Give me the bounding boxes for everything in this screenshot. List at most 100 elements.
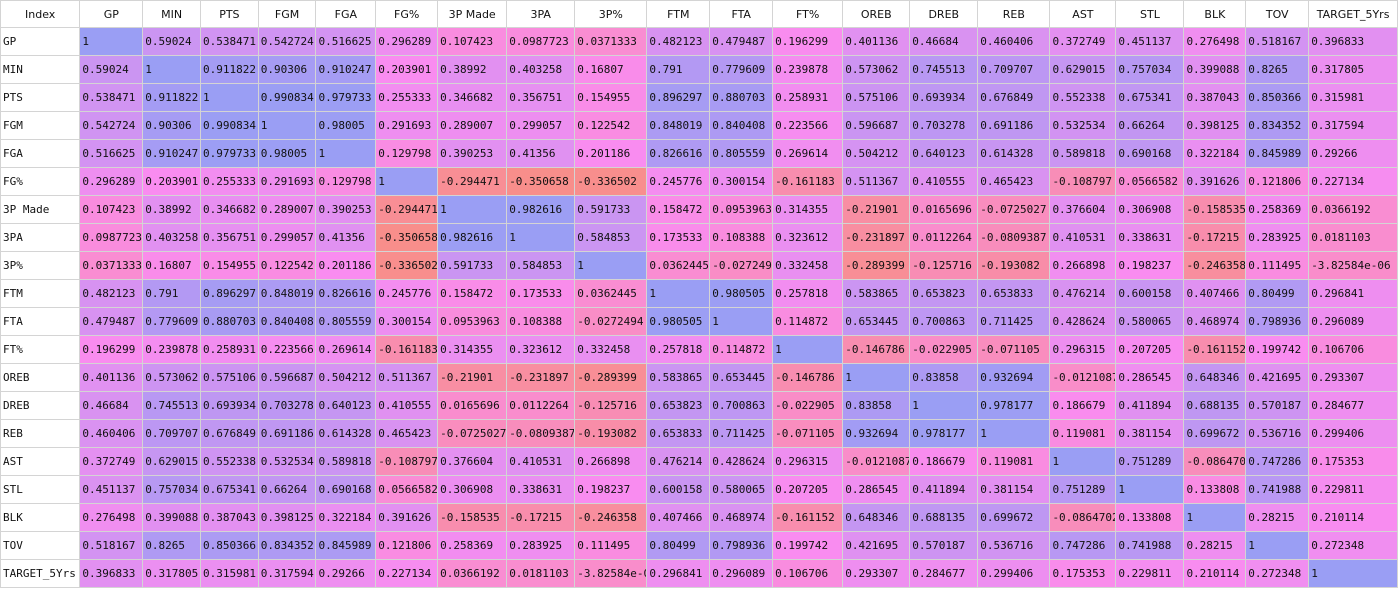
column-header-index[interactable]: Index [0, 0, 81, 28]
table-cell[interactable]: 0.284677 [909, 559, 979, 588]
table-cell[interactable]: 0.840408 [257, 307, 317, 336]
table-cell[interactable]: 0.29266 [315, 559, 377, 588]
table-cell[interactable]: 0.653445 [709, 363, 774, 392]
table-cell[interactable]: 0.479487 [709, 27, 774, 56]
table-cell[interactable]: 0.381154 [1115, 419, 1185, 448]
table-cell[interactable]: 0.629015 [142, 447, 201, 476]
column-header-reb[interactable]: REB [977, 0, 1051, 28]
table-cell[interactable]: 0.779609 [709, 55, 774, 84]
table-cell[interactable]: 0.741988 [1115, 531, 1185, 560]
table-cell[interactable]: 0.703278 [909, 111, 979, 140]
table-cell[interactable]: 0.299406 [977, 559, 1051, 588]
table-cell[interactable]: 0.227134 [1308, 167, 1398, 196]
table-cell[interactable]: 0.391626 [1183, 167, 1247, 196]
table-cell[interactable]: 0.154955 [200, 251, 259, 280]
table-cell[interactable]: 0.158472 [437, 279, 508, 308]
table-cell[interactable]: 0.711425 [709, 419, 774, 448]
column-header-ast[interactable]: AST [1049, 0, 1117, 28]
table-cell[interactable]: 1 [257, 111, 317, 140]
table-cell[interactable]: 0.186679 [909, 447, 979, 476]
table-cell[interactable]: 0.0566582 [375, 475, 439, 504]
table-cell[interactable]: 0.460406 [79, 419, 144, 448]
table-cell[interactable]: 0.0362445 [574, 279, 648, 308]
table-cell[interactable]: 0.600158 [1115, 279, 1185, 308]
table-cell[interactable]: 1 [709, 307, 774, 336]
table-cell[interactable]: 0.175353 [1308, 447, 1398, 476]
table-cell[interactable]: 0.978177 [977, 391, 1051, 420]
table-cell[interactable]: -0.0272494 [709, 251, 774, 280]
table-cell[interactable]: 0.532534 [1049, 111, 1117, 140]
table-cell[interactable]: 0.315981 [200, 559, 259, 588]
table-cell[interactable]: 0.779609 [142, 307, 201, 336]
table-cell[interactable]: 0.614328 [977, 139, 1051, 168]
table-cell[interactable]: 0.372749 [79, 447, 144, 476]
table-cell[interactable]: 0.173533 [506, 279, 576, 308]
table-cell[interactable]: 0.700863 [709, 391, 774, 420]
table-cell[interactable]: 0.0987723 [506, 27, 576, 56]
table-cell[interactable]: 0.390253 [437, 139, 508, 168]
table-cell[interactable]: 1 [574, 251, 648, 280]
column-header-tov[interactable]: TOV [1245, 0, 1310, 28]
table-cell[interactable]: -0.022905 [772, 391, 844, 420]
table-cell[interactable]: -0.294471 [375, 195, 439, 224]
table-cell[interactable]: 0.410555 [909, 167, 979, 196]
table-cell[interactable]: -3.82584e-06 [1308, 251, 1398, 280]
table-cell[interactable]: 0.269614 [315, 335, 377, 364]
table-cell[interactable]: 0.203901 [142, 167, 201, 196]
table-cell[interactable]: 0.552338 [200, 447, 259, 476]
table-cell[interactable]: 0.538471 [79, 83, 144, 112]
table-cell[interactable]: 0.0165696 [437, 391, 508, 420]
table-cell[interactable]: -0.193082 [574, 419, 648, 448]
table-cell[interactable]: 0.98005 [257, 139, 317, 168]
table-cell[interactable]: 0.741988 [1245, 475, 1310, 504]
table-cell[interactable]: -0.17215 [1183, 223, 1247, 252]
table-cell[interactable]: 0.201186 [574, 139, 648, 168]
table-cell[interactable]: 0.59024 [79, 55, 144, 84]
table-cell[interactable]: -0.350658 [506, 167, 576, 196]
row-header[interactable]: GP [0, 27, 81, 56]
table-cell[interactable]: 0.589818 [315, 447, 377, 476]
table-cell[interactable]: 0.323612 [506, 335, 576, 364]
table-cell[interactable]: 0.910247 [315, 55, 377, 84]
table-cell[interactable]: 0.428624 [709, 447, 774, 476]
table-cell[interactable]: 0.751289 [1115, 447, 1185, 476]
table-cell[interactable]: 0.90306 [257, 55, 317, 84]
table-cell[interactable]: 0.0112264 [506, 391, 576, 420]
table-cell[interactable]: 0.90306 [142, 111, 201, 140]
table-cell[interactable]: 0.403258 [142, 223, 201, 252]
table-cell[interactable]: 0.198237 [1115, 251, 1185, 280]
table-cell[interactable]: 0.338631 [1115, 223, 1185, 252]
table-cell[interactable]: 0.322184 [1183, 139, 1247, 168]
table-cell[interactable]: -0.125716 [909, 251, 979, 280]
table-cell[interactable]: 1 [772, 335, 844, 364]
table-cell[interactable]: 0.198237 [574, 475, 648, 504]
column-header-blk[interactable]: BLK [1183, 0, 1247, 28]
table-cell[interactable]: 0.46684 [909, 27, 979, 56]
table-cell[interactable]: 0.108388 [709, 223, 774, 252]
table-cell[interactable]: 0.834352 [257, 531, 317, 560]
table-cell[interactable]: -0.0864702 [1183, 447, 1247, 476]
table-cell[interactable]: 0.591733 [574, 195, 648, 224]
table-cell[interactable]: 0.291693 [257, 167, 317, 196]
table-cell[interactable]: 0.980505 [646, 307, 711, 336]
table-cell[interactable]: 0.381154 [977, 475, 1051, 504]
table-cell[interactable]: 0.8265 [1245, 55, 1310, 84]
table-cell[interactable]: 0.410531 [1049, 223, 1117, 252]
table-cell[interactable]: 0.640123 [909, 139, 979, 168]
table-cell[interactable]: 0.932694 [842, 419, 911, 448]
table-cell[interactable]: -0.231897 [842, 223, 911, 252]
table-cell[interactable]: 0.482123 [646, 27, 711, 56]
table-cell[interactable]: 0.106706 [772, 559, 844, 588]
table-cell[interactable]: 0.196299 [79, 335, 144, 364]
row-header[interactable]: FGA [0, 139, 81, 168]
table-cell[interactable]: 0.119081 [977, 447, 1051, 476]
table-cell[interactable]: 1 [315, 139, 377, 168]
table-cell[interactable]: 0.398125 [1183, 111, 1247, 140]
table-cell[interactable]: 0.826616 [646, 139, 711, 168]
table-cell[interactable]: 0.245776 [375, 279, 439, 308]
table-cell[interactable]: 0.407466 [1183, 279, 1247, 308]
table-cell[interactable]: -0.336502 [375, 251, 439, 280]
table-cell[interactable]: 0.575106 [200, 363, 259, 392]
table-cell[interactable]: 0.210114 [1308, 503, 1398, 532]
table-cell[interactable]: 0.516625 [315, 27, 377, 56]
